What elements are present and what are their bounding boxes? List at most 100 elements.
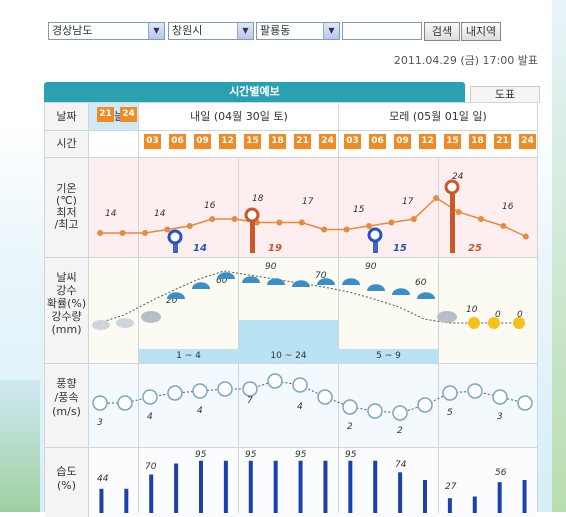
- hour-badge: 24: [519, 134, 536, 149]
- precip-prob-label: 0: [517, 310, 523, 320]
- wind-direction-icon: [367, 403, 383, 419]
- min-temp-value: 15: [393, 243, 407, 254]
- temperature-point: [366, 223, 372, 229]
- temperature-chart: 14 14 16 18 17 15 17 24 16 14 19 15 25: [97, 172, 529, 254]
- tab-bar: 시간별예보 도표: [44, 82, 540, 103]
- keyword-input[interactable]: [342, 22, 422, 40]
- forecast-table: 1 ~ 4 10 ~ 24 5 ~ 9 날짜 시간 기온 (℃) 최저 /최고 …: [44, 102, 538, 517]
- hour-badge: 09: [394, 134, 411, 149]
- temp-row-bg: [89, 157, 537, 257]
- temperature-point: [186, 223, 193, 229]
- moon-icon: [513, 317, 525, 329]
- umbrella-rain-icon: [242, 276, 260, 283]
- wind-direction-icon: [517, 395, 533, 411]
- temp-label: 17: [302, 197, 314, 207]
- wind-direction-icon: [292, 377, 308, 393]
- temperature-point: [478, 216, 484, 222]
- hour-badge: 09: [194, 134, 211, 149]
- humidity-bar: [522, 480, 527, 513]
- temp-label: 24: [452, 172, 464, 182]
- max-temp-value: 25: [468, 243, 482, 254]
- humidity-label: 95: [195, 450, 207, 460]
- temp-label: 17: [402, 197, 414, 207]
- precip-prob-label: 60: [415, 278, 427, 288]
- wind-speed-label: 2: [397, 426, 403, 436]
- province-value: 경상남도: [52, 24, 93, 37]
- province-select[interactable]: 경상남도 ▼: [48, 22, 165, 40]
- divider: [45, 363, 537, 364]
- wind-speed-label: 4: [297, 402, 303, 412]
- cloudy-icon: [141, 311, 161, 323]
- humidity-bar: [124, 488, 129, 513]
- wind-speed-label: 3: [497, 412, 503, 422]
- wind-direction-icon: [242, 381, 258, 397]
- hour-badge: 03: [344, 134, 361, 149]
- divider: [238, 157, 239, 513]
- humidity-bar: [323, 460, 328, 513]
- hour-badge: 18: [269, 134, 286, 149]
- temperature-point: [209, 216, 216, 222]
- partly-cloudy-night-icon: [116, 318, 134, 328]
- my-area-button[interactable]: 내지역: [461, 22, 501, 41]
- rain-amount-2: 10 ~ 24: [270, 351, 307, 361]
- sun-icon: [488, 317, 500, 329]
- max-temp-stem: [250, 215, 255, 253]
- city-select[interactable]: 창원시 ▼: [168, 22, 254, 40]
- hour-badge: 12: [419, 134, 436, 149]
- max-temp-stem: [450, 187, 455, 253]
- city-value: 창원시: [172, 24, 203, 37]
- temp-label: 14: [154, 209, 166, 219]
- humidity-bar: [398, 472, 403, 513]
- divider: [45, 130, 537, 131]
- precip-prob-label: 20: [166, 296, 178, 306]
- wind-direction-icon: [267, 373, 283, 389]
- hour-badge: 24: [319, 134, 336, 149]
- humidity-bar: [174, 463, 179, 513]
- wind-direction-icon: [167, 385, 183, 401]
- humidity-bar: [373, 460, 378, 513]
- humidity-chart: 44 70 95 95 95 95 74 27 56: [97, 450, 527, 513]
- tab-hourly[interactable]: 시간별예보: [44, 82, 465, 102]
- umbrella-rain-icon: [392, 288, 410, 295]
- divider: [45, 257, 537, 258]
- label-weather: 날씨 강수 확률(%) 강수량 (mm): [45, 257, 89, 363]
- dong-value: 팔룡동: [260, 24, 291, 37]
- chevron-down-icon: ▼: [148, 23, 164, 39]
- humidity-bar: [423, 480, 427, 513]
- temp-label: 14: [105, 209, 117, 219]
- precip-prob-label: 60: [216, 276, 228, 286]
- temperature-point: [433, 195, 440, 201]
- sun-icon: [468, 317, 480, 329]
- humidity-bar: [199, 460, 203, 513]
- wind-direction-icon: [467, 383, 483, 399]
- max-temp-value: 19: [268, 243, 282, 254]
- temp-label: 18: [252, 194, 264, 204]
- dong-select[interactable]: 팔룡동 ▼: [256, 22, 340, 40]
- search-button[interactable]: 검색: [424, 22, 460, 41]
- umbrella-rain-icon: [167, 292, 185, 299]
- temperature-point: [276, 219, 283, 226]
- humidity-bar: [149, 474, 154, 513]
- precip-prob-line: [98, 270, 524, 324]
- precip-prob-label: 0: [495, 310, 501, 320]
- umbrella-rain-icon: [192, 282, 210, 289]
- humidity-label: 95: [295, 450, 307, 460]
- temperature-point: [500, 223, 507, 229]
- humidity-bar: [223, 460, 228, 513]
- humidity-bar: [99, 488, 104, 513]
- wind-direction-icon: [417, 397, 433, 413]
- label-time: 시간: [45, 130, 89, 157]
- background-scenery: [0, 380, 40, 512]
- temperature-point: [142, 230, 148, 236]
- humidity-bar: [447, 498, 452, 513]
- umbrella-rain-icon: [317, 278, 335, 285]
- weather-chart: 20 60 90 70 90 60 10 0 0 0: [92, 262, 525, 330]
- hour-badge: 06: [369, 134, 386, 149]
- chevron-down-icon: ▼: [323, 23, 339, 39]
- label-wind: 풍향 /풍속 (m/s): [45, 363, 89, 447]
- tab-chart[interactable]: 도표: [470, 86, 540, 103]
- humidity-bar: [298, 460, 303, 513]
- label-humidity: 습도 (%): [45, 447, 89, 517]
- temperature-point: [455, 209, 462, 215]
- temperature-point: [410, 216, 417, 222]
